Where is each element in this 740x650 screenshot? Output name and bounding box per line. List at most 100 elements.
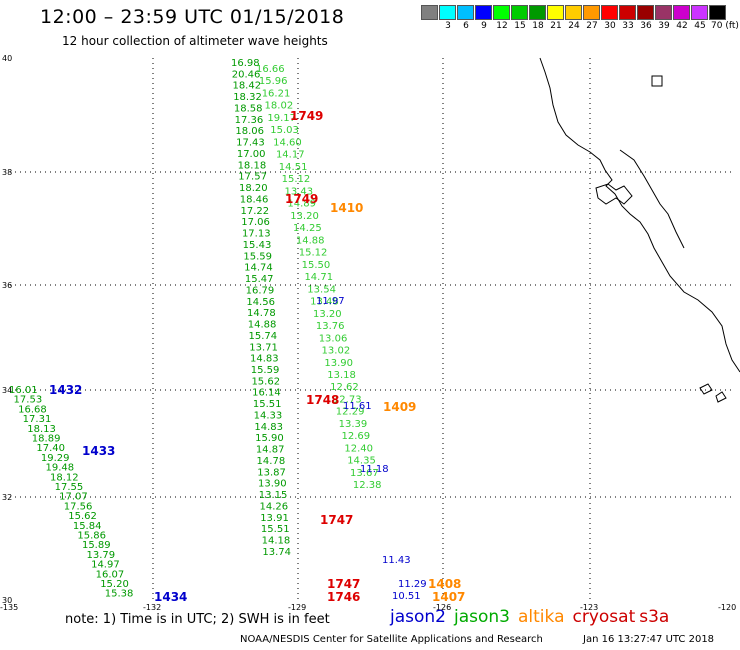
swh-value-label: 13.43 (285, 186, 314, 197)
swh-value-label: 18.32 (233, 92, 262, 103)
swh-value-label: 17.00 (237, 149, 266, 160)
pass-time-label: 1747 (327, 577, 360, 591)
swh-value-label: 20.46 (232, 69, 261, 80)
colorbar-label: 33 (622, 21, 634, 31)
pass-time-label: 1747 (320, 513, 353, 527)
longitude-label: -129 (288, 603, 306, 612)
wave-height-tracks: 16.9820.4618.4218.3218.5817.3618.0617.43… (9, 58, 427, 602)
swh-value-label: 17.53 (14, 395, 43, 406)
colorbar-swatch (601, 5, 618, 20)
swh-value-label: 18.02 (265, 101, 294, 112)
swh-value-label: 15.89 (82, 540, 111, 551)
swh-value-label: 15.51 (261, 524, 290, 535)
pass-time-label: 1410 (330, 201, 363, 215)
swh-value-label: 13.15 (259, 490, 288, 501)
swh-value-label: 18.58 (234, 103, 263, 114)
swh-value-label: 13.76 (316, 321, 345, 332)
colorbar-label: 15 (514, 21, 526, 31)
swh-value-label: 16.79 (246, 285, 275, 296)
swh-value-label: 18.42 (232, 81, 261, 92)
colorbar-swatch (547, 5, 564, 20)
lat-lon-grid (10, 58, 735, 600)
swh-value-label: 13.39 (339, 419, 368, 430)
swh-value-label: 14.88 (248, 320, 277, 331)
colorbar-swatch (565, 5, 582, 20)
swh-value-label: 14.25 (293, 223, 322, 234)
pass-time-label: 1432 (49, 383, 82, 397)
swh-value-label: 18.13 (27, 424, 56, 435)
swh-value-label: 15.12 (282, 174, 311, 185)
swh-colorbar (421, 5, 727, 20)
swh-value-label: 15.12 (299, 248, 328, 259)
colorbar-label: 45 (694, 21, 706, 31)
swh-value-label: 11.61 (343, 401, 372, 412)
swh-value-label: 16.68 (18, 404, 47, 415)
colorbar-swatch (709, 5, 726, 20)
legend-item-jason3: jason3 (454, 607, 510, 627)
swh-value-label: 16.01 (9, 385, 38, 396)
colorbar-swatch (691, 5, 708, 20)
swh-value-label: 12.69 (342, 431, 371, 442)
latitude-label: 40 (2, 54, 12, 63)
lake-outline (651, 75, 663, 87)
swh-value-label: 13.91 (260, 513, 289, 524)
swh-value-label: 13.71 (249, 342, 278, 353)
swh-value-label: 17.56 (64, 501, 93, 512)
swh-value-label: 15.90 (255, 433, 284, 444)
swh-value-label: 13.74 (262, 547, 291, 558)
swh-value-label: 18.46 (240, 194, 269, 205)
swh-value-label: 18.89 (32, 434, 61, 445)
swh-value-label: 13.02 (322, 346, 351, 357)
swh-value-label: 13.18 (327, 370, 356, 381)
swh-value-label: 16.21 (262, 88, 291, 99)
sf-bay-outline (595, 183, 633, 205)
swh-value-label: 15.20 (100, 579, 129, 590)
swh-value-label: 15.51 (253, 399, 282, 410)
swh-value-label: 14.33 (254, 410, 283, 421)
generated-timestamp: Jan 16 13:27:47 UTC 2018 (583, 634, 715, 645)
legend-item-altika: altika (518, 607, 565, 627)
longitude-label: -126 (433, 603, 451, 612)
pass-time-label: 1408 (428, 577, 461, 591)
swh-value-label: 15.62 (68, 511, 97, 522)
swh-value-label: 12.29 (336, 407, 365, 418)
colorbar-swatch (655, 5, 672, 20)
swh-value-label: 12.40 (344, 443, 373, 454)
colorbar-swatch (439, 5, 456, 20)
swh-value-label: 14.71 (304, 272, 333, 283)
swh-value-label: 18.06 (235, 126, 264, 137)
swh-value-label: 19.29 (41, 453, 70, 464)
swh-value-label: 19.48 (45, 463, 74, 474)
swh-value-label: 17.57 (238, 172, 267, 183)
pass-time-label: 1749 (290, 109, 323, 123)
footnote: note: 1) Time is in UTC; 2) SWH is in fe… (65, 612, 330, 627)
pass-time-label: 1746 (327, 590, 360, 604)
swh-value-label: 15.38 (105, 589, 134, 600)
swh-value-label: 13.87 (257, 467, 286, 478)
longitude-label: -120 (718, 603, 736, 612)
swh-value-label: 13.06 (319, 333, 348, 344)
swh-value-label: 15.74 (249, 331, 278, 342)
swh-value-label: 14.83 (250, 354, 279, 365)
swh-value-label: 10.51 (392, 591, 421, 602)
swh-value-label: 14.78 (257, 456, 286, 467)
swh-value-label: 14.83 (254, 422, 283, 433)
pass-time-label: 1749 (285, 192, 318, 206)
swh-value-label: 14.18 (262, 536, 291, 547)
colorbar-label: 24 (568, 21, 580, 31)
legend-item-cryosat: cryosat (572, 607, 636, 627)
swh-value-label: 14.51 (279, 162, 308, 173)
swh-value-label: 13.20 (290, 211, 319, 222)
swh-value-label: 13.90 (258, 479, 287, 490)
colorbar-swatch (475, 5, 492, 20)
swh-value-label: 11.43 (382, 555, 411, 566)
colorbar-swatch (421, 5, 438, 20)
swh-value-label: 12.38 (353, 480, 382, 491)
latitude-label: 30 (2, 596, 12, 605)
swh-value-label: 13.54 (307, 284, 336, 295)
colorbar-swatch (637, 5, 654, 20)
legend-item-jason2: jason2 (390, 607, 446, 627)
swh-value-label: 18.20 (239, 183, 268, 194)
colorbar-label: 6 (463, 21, 469, 31)
